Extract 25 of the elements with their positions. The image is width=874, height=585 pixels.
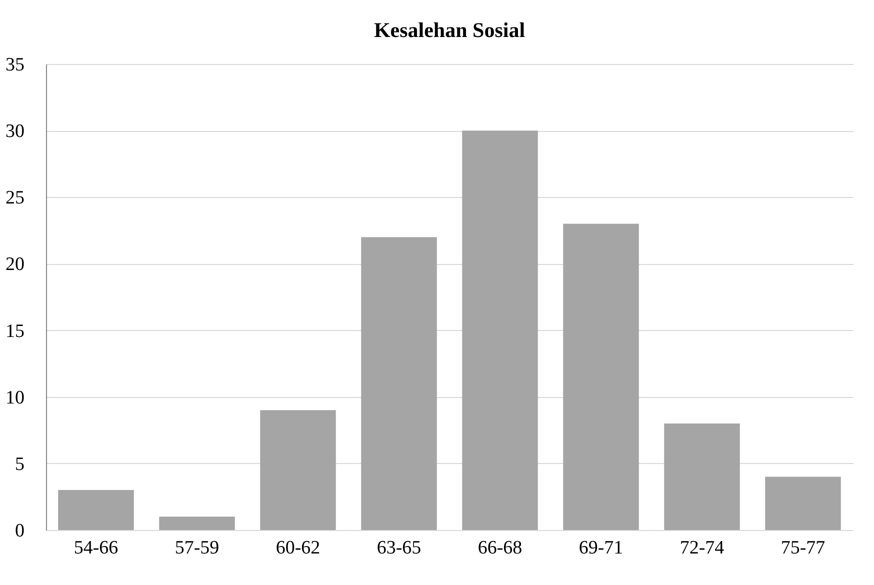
bar bbox=[361, 237, 437, 530]
x-tick-label: 75-77 bbox=[780, 538, 826, 558]
x-tick-label: 57-59 bbox=[174, 538, 220, 558]
bar bbox=[159, 516, 235, 530]
bar bbox=[260, 410, 336, 530]
bar bbox=[563, 224, 639, 530]
bar bbox=[58, 490, 134, 530]
x-tick-label: 63-65 bbox=[376, 538, 422, 558]
y-tick-label: 20 bbox=[6, 254, 24, 276]
x-tick-label: 60-62 bbox=[276, 538, 320, 558]
y-tick-label: 35 bbox=[6, 54, 24, 76]
y-tick-label: 0 bbox=[15, 520, 24, 542]
y-tick-label: 30 bbox=[6, 121, 24, 142]
x-tick-label: 54-66 bbox=[74, 538, 118, 558]
x-tick-label: 72-74 bbox=[680, 538, 725, 558]
y-tick-label: 15 bbox=[6, 320, 24, 342]
x-tick-label: 69-71 bbox=[578, 538, 624, 558]
y-tick-label: 5 bbox=[15, 454, 24, 475]
bar bbox=[462, 130, 538, 530]
y-tick-label: 10 bbox=[6, 387, 24, 408]
chart-title: Kesalehan Sosial bbox=[374, 18, 526, 42]
x-tick-label: 66-68 bbox=[478, 538, 522, 558]
bar bbox=[765, 476, 841, 530]
bar bbox=[664, 423, 740, 530]
y-tick-label: 25 bbox=[6, 188, 24, 209]
